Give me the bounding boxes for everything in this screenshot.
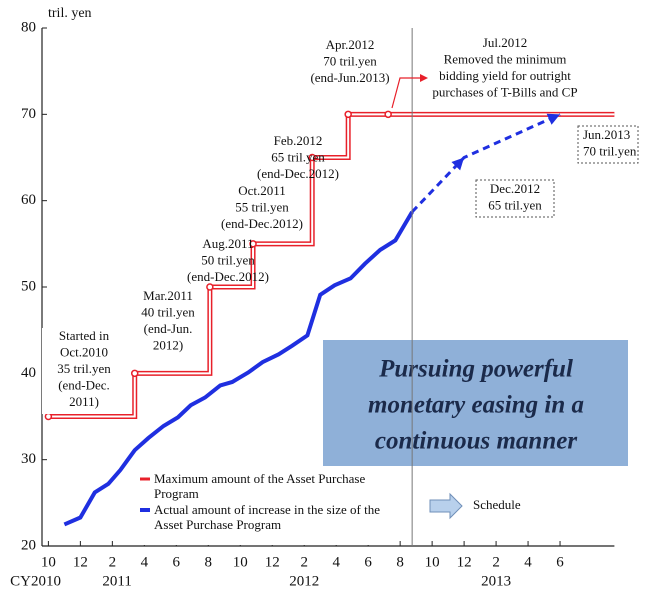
annotation-text: Oct.2010 xyxy=(60,344,108,359)
year-label: CY2010 xyxy=(10,573,61,589)
annotation-arrow xyxy=(391,77,420,109)
legend-entry: Actual amount of increase in the size of… xyxy=(154,502,380,532)
x-tick-label: 12 xyxy=(457,554,472,570)
x-tick-label: 2 xyxy=(300,554,308,570)
x-tick-label: 6 xyxy=(173,554,181,570)
x-tick-label: 2 xyxy=(492,554,500,570)
x-tick-label: 8 xyxy=(205,554,213,570)
callout-text: Pursuing powerful xyxy=(378,356,573,383)
annotation-text: 2011) xyxy=(69,394,99,409)
y-unit-label: tril. yen xyxy=(48,6,92,21)
annotation-text: (end-Dec. xyxy=(58,377,110,392)
annotation-text: 70 tril.yen xyxy=(323,53,377,68)
y-tick-label: 80 xyxy=(21,19,36,35)
step-marker xyxy=(249,240,257,248)
annotation-text: Started in xyxy=(59,328,110,343)
arrow-head xyxy=(451,157,465,171)
x-tick-label: 4 xyxy=(141,554,149,570)
step-marker xyxy=(308,153,316,162)
legend-label: Maximum amount of the Asset Purchase Pro… xyxy=(154,471,366,501)
annotation-text: (end-Jun. xyxy=(144,321,193,336)
annotation-text: 65 tril.yen xyxy=(488,197,542,212)
x-tick-label: 6 xyxy=(364,554,372,570)
callout-text: continuous manner xyxy=(375,428,577,455)
step-marker xyxy=(130,369,139,378)
x-tick-label: 12 xyxy=(73,554,88,570)
x-tick-label: 6 xyxy=(556,554,564,570)
legend-box xyxy=(128,470,396,545)
annotation-text: (end-Dec.2012) xyxy=(187,269,269,284)
annotation-text: 2012) xyxy=(153,337,183,352)
annotation-text: 40 tril.yen xyxy=(141,304,195,319)
annotation-text: Jul.2012 xyxy=(483,35,527,50)
x-tick-label: 4 xyxy=(524,554,532,570)
annotation-text: Dec.2012 xyxy=(490,181,540,196)
y-tick-label: 40 xyxy=(21,365,36,381)
annotation-text: purchases of T-Bills and CP xyxy=(432,84,577,99)
line xyxy=(63,210,414,527)
x-tick-label: 12 xyxy=(265,554,280,570)
callout-text: monetary easing in a xyxy=(368,392,584,419)
legend-schedule-icon xyxy=(429,492,463,520)
y-tick-label: 30 xyxy=(21,451,36,467)
annotation-box xyxy=(577,125,639,164)
step-marker xyxy=(206,283,214,291)
annotation-text: (end-Dec.2012) xyxy=(257,166,339,181)
x-tick-label: 10 xyxy=(425,554,440,570)
legend-label: Actual amount of increase in the size of… xyxy=(154,502,380,532)
dashed-line xyxy=(411,112,561,213)
year-label: 2011 xyxy=(102,573,131,589)
legend-entry: Maximum amount of the Asset Purchase Pro… xyxy=(154,471,366,501)
annotation-text: 35 tril.yen xyxy=(57,361,111,376)
annotation-text: (end-Jun.2013) xyxy=(310,70,389,85)
x-tick-label: 2 xyxy=(109,554,117,570)
callout-box xyxy=(323,340,628,466)
step-marker xyxy=(44,412,53,421)
annotation-text: bidding yield for outright xyxy=(439,68,571,83)
y-tick-label: 60 xyxy=(21,192,36,208)
year-label: 2012 xyxy=(289,573,319,589)
legend-label: Schedule xyxy=(473,497,521,512)
x-tick-label: 8 xyxy=(396,554,404,570)
annotation-text: Apr.2012 xyxy=(326,37,375,52)
annotation-text: Aug.2011 xyxy=(202,236,253,251)
annotation-text: Feb.2012 xyxy=(274,133,323,148)
annotation-bg xyxy=(42,328,124,414)
annotation-arrow-head xyxy=(420,74,428,82)
step-marker xyxy=(384,110,392,119)
annotation-text: Removed the minimum xyxy=(444,51,567,66)
annotation-text: 55 tril.yen xyxy=(235,199,289,214)
annotation-text: 65 tril.yen xyxy=(271,149,325,164)
y-tick-label: 20 xyxy=(21,537,36,553)
step-marker xyxy=(344,110,352,119)
arrow-head xyxy=(546,113,561,125)
year-label: 2013 xyxy=(481,573,511,589)
annotation-text: 50 tril.yen xyxy=(201,252,255,267)
x-tick-label: 10 xyxy=(233,554,248,570)
x-tick-label: 4 xyxy=(332,554,340,570)
annotation-text: Jun.2013 xyxy=(583,127,630,142)
y-tick-label: 50 xyxy=(21,278,36,294)
annotation-text: Mar.2011 xyxy=(143,288,193,303)
annotation-text: 70 tril.yen xyxy=(583,143,637,158)
annotation-text: Oct.2011 xyxy=(238,183,286,198)
annotation-text: (end-Dec.2012) xyxy=(221,216,303,231)
y-tick-label: 70 xyxy=(21,106,36,122)
annotation-box xyxy=(475,179,555,218)
x-tick-label: 10 xyxy=(41,554,56,570)
